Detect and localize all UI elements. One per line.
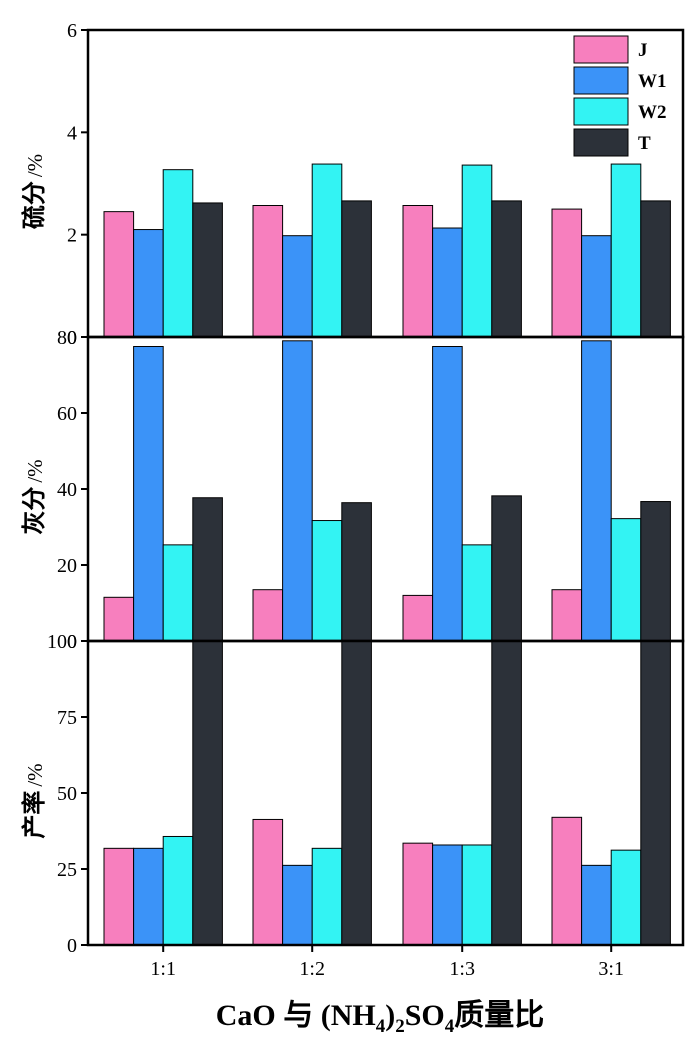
bar-j-3-1 bbox=[551, 208, 583, 338]
bar-w1-1-2 bbox=[282, 340, 313, 642]
y-axis-label: 硫分/% bbox=[20, 154, 48, 229]
bar-t-3-1 bbox=[640, 200, 671, 338]
bar-w2-1-1 bbox=[162, 544, 194, 642]
bar-w2-1-2 bbox=[311, 847, 343, 946]
bar-t-1-1 bbox=[192, 202, 223, 338]
bar-j-1-2 bbox=[252, 589, 284, 642]
y-axis-label: 灰分/% bbox=[20, 459, 48, 534]
y-tick-label: 0 bbox=[67, 631, 77, 653]
bar-t-1-3 bbox=[491, 200, 522, 338]
legend-swatch-j bbox=[573, 35, 629, 64]
bar-t-1-3 bbox=[491, 640, 522, 946]
bar-t-1-1 bbox=[192, 640, 223, 946]
bar-j-1-2 bbox=[252, 818, 284, 946]
bar-j-1-3 bbox=[402, 842, 434, 946]
bar-w2-1-1 bbox=[162, 169, 194, 338]
bar-j-1-1 bbox=[103, 596, 135, 642]
legend: J W1 W2 T bbox=[573, 35, 667, 157]
y-tick-label: 25 bbox=[57, 859, 77, 881]
bar-t-1-3 bbox=[491, 495, 522, 642]
bar-j-3-1 bbox=[551, 816, 583, 946]
bar-w1-3-1 bbox=[581, 864, 612, 946]
bar-w1-1-1 bbox=[133, 847, 164, 946]
legend-label-t: T bbox=[638, 133, 651, 154]
bar-j-1-1 bbox=[103, 847, 135, 946]
bar-t-3-1 bbox=[640, 501, 671, 642]
bar-w2-3-1 bbox=[610, 849, 642, 946]
panel-1: 0 2 4 6 硫分/% bbox=[20, 20, 685, 349]
x-axis-title-text: CaO 与 (NH4)2SO4质量比 bbox=[216, 999, 545, 1037]
y-tick-label: 20 bbox=[57, 555, 77, 577]
bar-w2-1-2 bbox=[311, 163, 343, 338]
bar-w1-1-3 bbox=[432, 227, 463, 338]
bar-j-1-2 bbox=[252, 205, 284, 338]
y-axis-label: 产率/% bbox=[20, 763, 48, 838]
bar-w1-1-1 bbox=[133, 229, 164, 338]
y-tick-label: 50 bbox=[57, 783, 77, 805]
y-tick-label: 40 bbox=[57, 479, 77, 501]
x-tick-label: 3:1 bbox=[598, 958, 624, 980]
y-tick-label: 4 bbox=[67, 122, 77, 144]
y-tick-label: 60 bbox=[57, 403, 77, 425]
bar-w2-1-3 bbox=[461, 544, 493, 642]
x-tick-label: 1:1 bbox=[150, 958, 176, 980]
bar-t-1-2 bbox=[341, 200, 372, 338]
bar-t-3-1 bbox=[640, 640, 671, 946]
bar-w2-3-1 bbox=[610, 518, 642, 642]
x-axis: 1:1 1:2 1:3 3:1 bbox=[150, 945, 624, 980]
bar-t-1-2 bbox=[341, 640, 372, 946]
legend-label-w1: W1 bbox=[638, 71, 667, 92]
bar-w1-1-3 bbox=[432, 844, 463, 946]
x-tick-label: 1:3 bbox=[449, 958, 475, 980]
legend-label-w2: W2 bbox=[638, 102, 667, 123]
bar-w1-1-2 bbox=[282, 235, 313, 338]
legend-swatch-w2 bbox=[573, 97, 629, 126]
x-axis-title: CaO 与 (NH4)2SO4质量比 bbox=[216, 999, 545, 1037]
bar-w2-1-1 bbox=[162, 835, 194, 946]
bar-w1-1-1 bbox=[133, 346, 164, 642]
bar-w2-3-1 bbox=[610, 163, 642, 338]
panel-3: 0 25 50 75 100 产率/% bbox=[20, 631, 685, 957]
bar-j-1-3 bbox=[402, 205, 434, 338]
bar-w2-1-3 bbox=[461, 844, 493, 946]
y-tick-label: 100 bbox=[47, 631, 77, 653]
bar-j-1-3 bbox=[402, 594, 434, 642]
y-tick-label: 6 bbox=[67, 20, 77, 42]
legend-label-j: J bbox=[638, 40, 648, 61]
bar-w1-3-1 bbox=[581, 340, 612, 642]
y-tick-label: 80 bbox=[57, 327, 77, 349]
x-tick-label: 1:2 bbox=[299, 958, 325, 980]
y-tick-label: 0 bbox=[67, 327, 77, 349]
bar-w1-3-1 bbox=[581, 235, 612, 338]
bar-w1-1-3 bbox=[432, 346, 463, 642]
bar-w2-1-3 bbox=[461, 164, 493, 338]
y-tick-label: 75 bbox=[57, 707, 77, 729]
bar-w1-1-2 bbox=[282, 864, 313, 946]
bar-t-1-1 bbox=[192, 497, 223, 642]
y-tick-label: 2 bbox=[67, 225, 77, 247]
bar-j-1-1 bbox=[103, 211, 135, 338]
legend-swatch-t bbox=[573, 128, 629, 157]
bar-w2-1-2 bbox=[311, 520, 343, 642]
bar-j-3-1 bbox=[551, 589, 583, 642]
panel-2: 0 20 40 60 80 灰分/% bbox=[20, 327, 685, 653]
y-tick-label: 0 bbox=[67, 935, 77, 957]
legend-swatch-w1 bbox=[573, 66, 629, 95]
bar-t-1-2 bbox=[341, 502, 372, 642]
